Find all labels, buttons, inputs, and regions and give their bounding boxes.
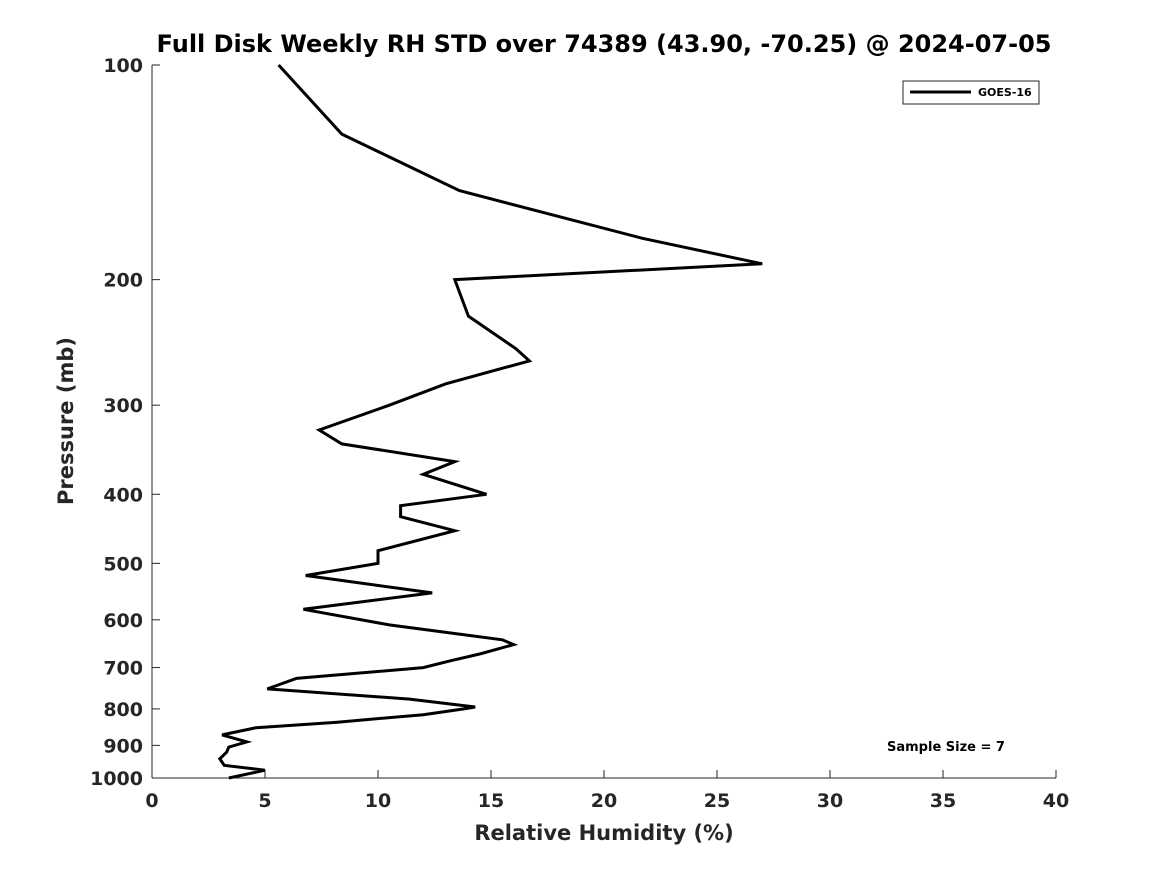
plot-background (152, 65, 1056, 778)
x-tick-label: 15 (478, 790, 504, 812)
y-axis-label: Pressure (mb) (54, 337, 78, 505)
y-tick-label: 600 (103, 610, 143, 632)
y-tick-label: 400 (103, 484, 143, 506)
x-tick-label: 0 (145, 790, 158, 812)
x-tick-label: 30 (817, 790, 843, 812)
legend: GOES-16 (902, 80, 1040, 105)
x-tick-label: 40 (1043, 790, 1069, 812)
y-tick-label: 800 (103, 699, 143, 721)
series-line-goes-16 (217, 63, 763, 780)
y-tick-label: 900 (103, 735, 143, 757)
x-tick-label: 20 (591, 790, 617, 812)
sample-size-annotation: Sample Size = 7 (887, 740, 1005, 755)
y-tick-label: 700 (103, 658, 143, 680)
y-tick-label: 1000 (90, 768, 143, 790)
legend-label-goes-16: GOES-16 (978, 86, 1032, 99)
y-tick-label: 100 (103, 55, 143, 77)
y-tick-label: 200 (103, 270, 143, 292)
chart-title: Full Disk Weekly RH STD over 74389 (43.9… (157, 30, 1052, 58)
x-axis-label: Relative Humidity (%) (474, 821, 733, 845)
y-tick-label: 500 (103, 553, 143, 575)
y-axis-ticks: 100 200 300 400 500 600 700 800 900 1000 (90, 55, 160, 790)
x-axis-ticks: 0 5 10 15 20 25 30 35 40 (145, 770, 1069, 812)
x-tick-label: 5 (258, 790, 271, 812)
x-tick-label: 25 (704, 790, 730, 812)
plot-area: 0 5 10 15 20 25 30 35 40 100 200 300 400 500 600 700 80… (90, 55, 1069, 812)
y-tick-label: 300 (103, 395, 143, 417)
x-tick-label: 35 (930, 790, 956, 812)
x-tick-label: 10 (365, 790, 391, 812)
series-layer (217, 63, 763, 780)
